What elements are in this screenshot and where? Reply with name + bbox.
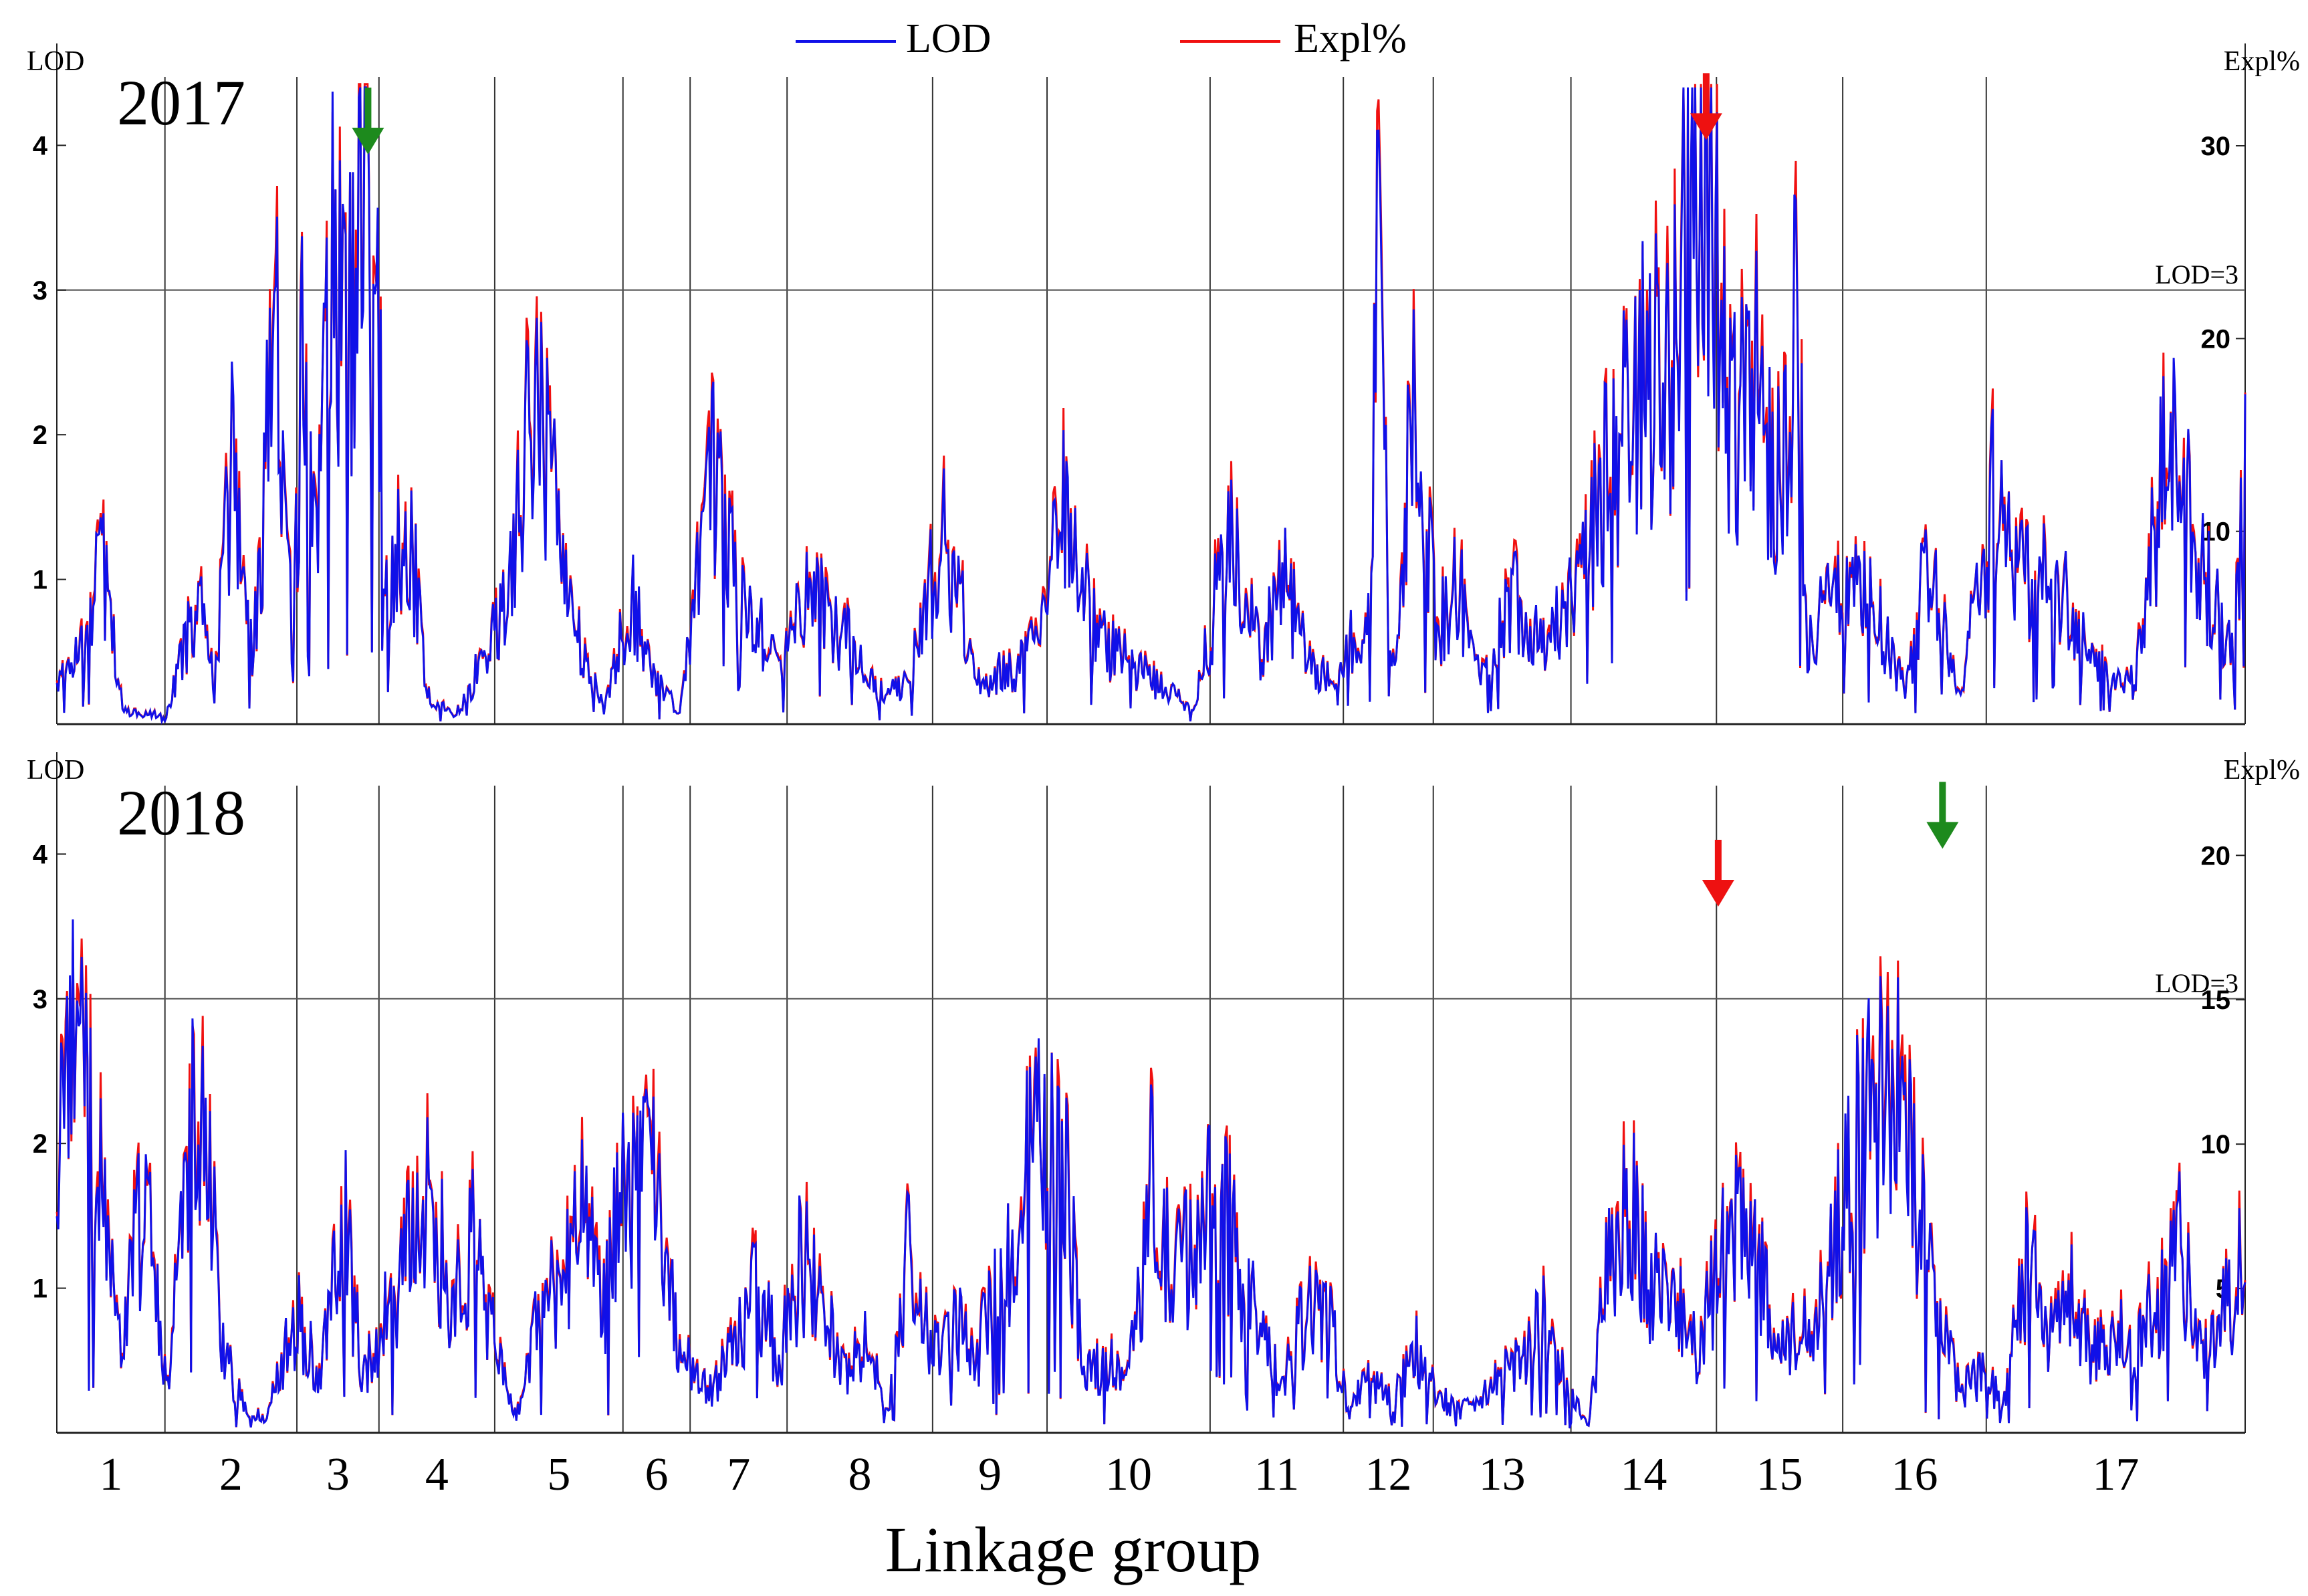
threshold-label: LOD=3 (2155, 968, 2238, 998)
y-axis-label-right: Expl% (2224, 755, 2300, 786)
lod-tick-label: 2 (33, 1129, 47, 1159)
linkage-group-label-16: 16 (1891, 1449, 1938, 1500)
expl-tick-label: 10 (2201, 518, 2231, 547)
linkage-group-label-5: 5 (547, 1449, 570, 1500)
lod-series-line (55, 86, 2246, 725)
lod-tick-label: 4 (33, 131, 48, 160)
panel-year-title: 2017 (117, 67, 245, 138)
linkage-group-label-17: 17 (2092, 1449, 2139, 1500)
linkage-group-label-14: 14 (1620, 1449, 1667, 1500)
expl-tick-label: 20 (2201, 841, 2231, 871)
green-arrow-icon (1926, 782, 1959, 849)
panel-2017: LOD=3 LOD Expl% 1 2 3 4 10 20 30 2017 (27, 43, 2300, 725)
expl-tick-label: 15 (2201, 986, 2231, 1015)
linkage-group-label-7: 7 (727, 1449, 750, 1500)
threshold-label: LOD=3 (2155, 259, 2238, 290)
y-axis-label-left: LOD (27, 755, 84, 786)
linkage-group-label-13: 13 (1479, 1449, 1526, 1500)
red-arrow-icon (1690, 73, 1722, 140)
legend-lod-label: LOD (906, 16, 991, 62)
lod-tick-label: 4 (33, 840, 48, 869)
expl-tick-label: 30 (2201, 132, 2231, 161)
linkage-group-label-4: 4 (425, 1449, 449, 1500)
x-axis-title: Linkage group (885, 1514, 1262, 1585)
linkage-group-label-15: 15 (1756, 1449, 1803, 1500)
linkage-group-label-3: 3 (326, 1449, 350, 1500)
legend: LOD Expl% (796, 16, 1407, 62)
red-arrow-icon (1702, 839, 1734, 907)
linkage-group-label-8: 8 (848, 1449, 872, 1500)
linkage-group-label-2: 2 (219, 1449, 243, 1500)
expl-tick-label: 20 (2201, 324, 2231, 354)
lod-tick-label: 1 (33, 566, 47, 595)
linkage-group-label-6: 6 (645, 1449, 668, 1500)
lod-tick-label: 1 (33, 1274, 47, 1304)
lod-series-line (55, 919, 2246, 1429)
linkage-group-label-11: 11 (1254, 1449, 1299, 1500)
linkage-group-label-12: 12 (1365, 1449, 1411, 1500)
y-axis-label-left: LOD (27, 46, 84, 77)
linkage-group-label-1: 1 (99, 1449, 122, 1500)
lod-tick-label: 2 (33, 421, 47, 450)
panel-year-title: 2018 (117, 777, 245, 848)
linkage-group-label-10: 10 (1105, 1449, 1152, 1500)
legend-expl-label: Expl% (1294, 16, 1407, 62)
expl-series-line (55, 935, 2246, 1429)
green-arrow-icon (352, 88, 384, 155)
lod-tick-label: 3 (33, 276, 47, 306)
y-axis-label-right: Expl% (2224, 46, 2300, 77)
linkage-group-label-9: 9 (978, 1449, 1002, 1500)
lod-tick-label: 3 (33, 985, 47, 1014)
linkage-group-labels: 1 2 3 4 5 6 7 8 9 10 11 12 13 14 15 16 17 (99, 1449, 2139, 1500)
expl-tick-label: 10 (2201, 1130, 2231, 1159)
